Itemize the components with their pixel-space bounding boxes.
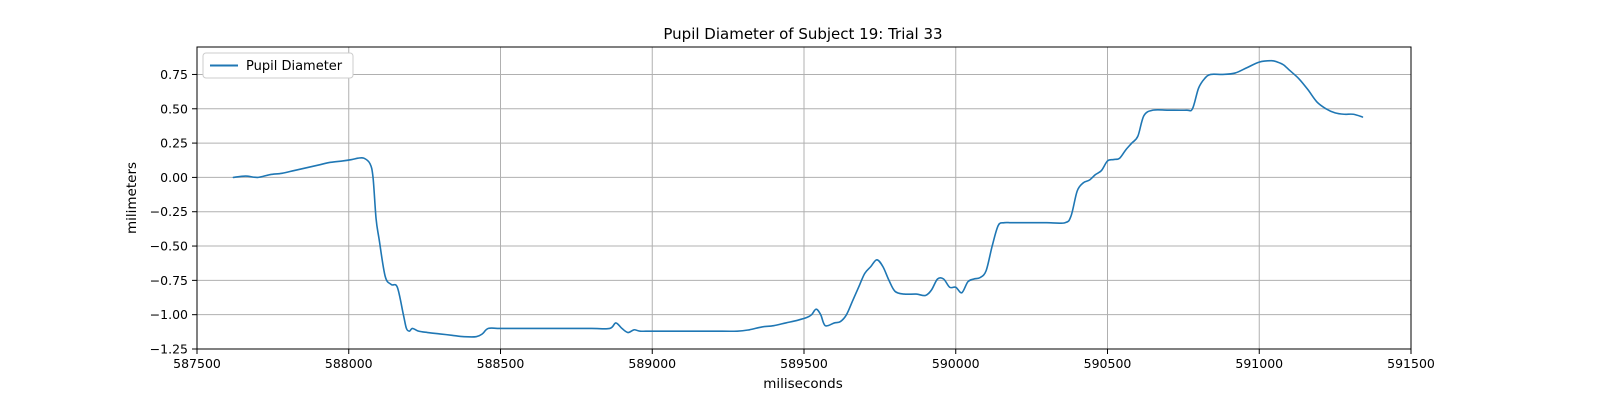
y-tick-label: 0.00 [160,170,188,185]
y-tick-label: −0.50 [150,239,188,254]
y-tick-label: −0.25 [150,204,188,219]
x-tick-label: 591000 [1235,356,1283,371]
y-axis: −1.25 −1.00 −0.75 −0.50 −0.25 0.00 0.25 0.50 0.7… [150,67,197,357]
x-tick-label: 591500 [1387,356,1435,371]
x-tick-label: 590000 [932,356,980,371]
x-tick-label: 589000 [628,356,676,371]
x-tick-label: 590500 [1084,356,1132,371]
x-tick-label: 588000 [325,356,373,371]
x-axis-label: miliseconds [763,376,843,392]
y-tick-label: −1.25 [150,342,188,357]
legend: Pupil Diameter [202,52,354,79]
x-tick-label: 587500 [173,356,221,371]
y-tick-label: −0.75 [150,273,188,288]
y-tick-label: −1.00 [150,307,188,322]
x-tick-label: 588500 [477,356,525,371]
x-tick-label: 589500 [780,356,828,371]
y-tick-label: 0.25 [160,136,188,151]
x-axis: 587500 588000 588500 589000 589500 590000 5905… [173,349,1435,371]
series-layer [232,59,1364,338]
series-line-pupil-diameter [232,59,1364,338]
legend-label-pupil-diameter: Pupil Diameter [246,59,343,74]
chart-title: Pupil Diameter of Subject 19: Trial 33 [663,25,942,43]
y-axis-label: milimeters [124,162,140,234]
y-tick-label: 0.50 [160,101,188,116]
legend-box [202,52,354,79]
y-tick-label: 0.75 [160,67,188,82]
